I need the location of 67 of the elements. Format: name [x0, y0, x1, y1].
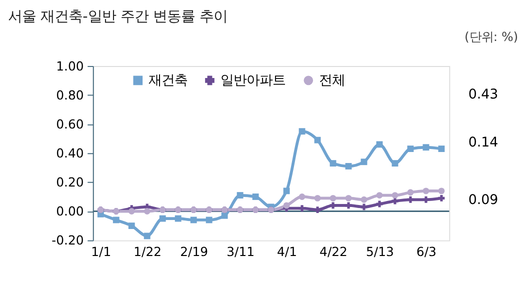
point: [128, 208, 135, 214]
x-tick-label: 3/11: [226, 244, 255, 260]
y-tick-label: -0.20: [52, 232, 84, 248]
point: [407, 196, 414, 203]
point: [392, 198, 398, 204]
text: 0.43: [468, 88, 498, 103]
x-tick-label: 1/22: [134, 244, 162, 260]
point: [283, 202, 290, 209]
point: [345, 202, 352, 209]
y-tick-label: 0.00: [56, 204, 84, 219]
x-tick-label: 4/22: [320, 244, 348, 260]
point: [330, 194, 336, 202]
point: [438, 146, 445, 152]
x-tick-label: 1/1: [91, 244, 112, 260]
point: [376, 192, 383, 198]
point: [345, 163, 352, 170]
point: [422, 144, 430, 151]
y-tick-label: 1.00: [56, 58, 84, 74]
point: [236, 192, 244, 198]
legend-label: 일반아파트: [220, 73, 286, 88]
legend-label: 전체: [318, 73, 345, 88]
x-tick-label: 5/13: [366, 244, 394, 260]
y-tick-label: 0.20: [56, 174, 84, 190]
point: [376, 200, 383, 208]
point: [407, 189, 414, 196]
y-tick-label: 0.40: [56, 145, 84, 160]
text: (단위: %): [464, 29, 518, 44]
point: [360, 158, 368, 166]
chart-title: 서울 재건축-일반 주간 변동률 추이: [8, 8, 228, 25]
x-tick-label: 4/1: [277, 244, 298, 260]
point: [221, 212, 228, 219]
point: [422, 188, 430, 194]
point: [174, 215, 182, 222]
point: [392, 192, 398, 198]
point: [283, 188, 290, 194]
point: [407, 146, 414, 152]
point: [438, 188, 445, 194]
point: [128, 222, 135, 229]
point: [360, 196, 368, 203]
point: [438, 194, 445, 202]
legend-label: 재건축: [148, 73, 188, 88]
y-tick-label: 0.80: [56, 87, 84, 102]
point: [298, 205, 306, 212]
text: 0.14: [468, 135, 498, 150]
point: [252, 194, 259, 200]
point: [345, 194, 352, 202]
point: [314, 136, 321, 144]
point: [330, 202, 336, 209]
point: [314, 206, 321, 214]
y-tick-label: 0.60: [56, 116, 84, 132]
point: [330, 160, 336, 167]
point: [112, 216, 120, 224]
point: [314, 194, 321, 202]
point: [422, 196, 430, 203]
point: [206, 216, 212, 224]
point: [392, 160, 398, 167]
point: [190, 216, 197, 224]
x-tick-label: 2/19: [180, 244, 208, 260]
point: [298, 194, 306, 200]
point: [376, 141, 383, 148]
point: [159, 215, 166, 222]
text: 0.09: [468, 192, 498, 208]
point: [360, 204, 368, 210]
x-tick-label: 6/3: [416, 244, 436, 260]
point: [144, 232, 150, 240]
point: [298, 128, 306, 135]
point: [144, 208, 150, 214]
